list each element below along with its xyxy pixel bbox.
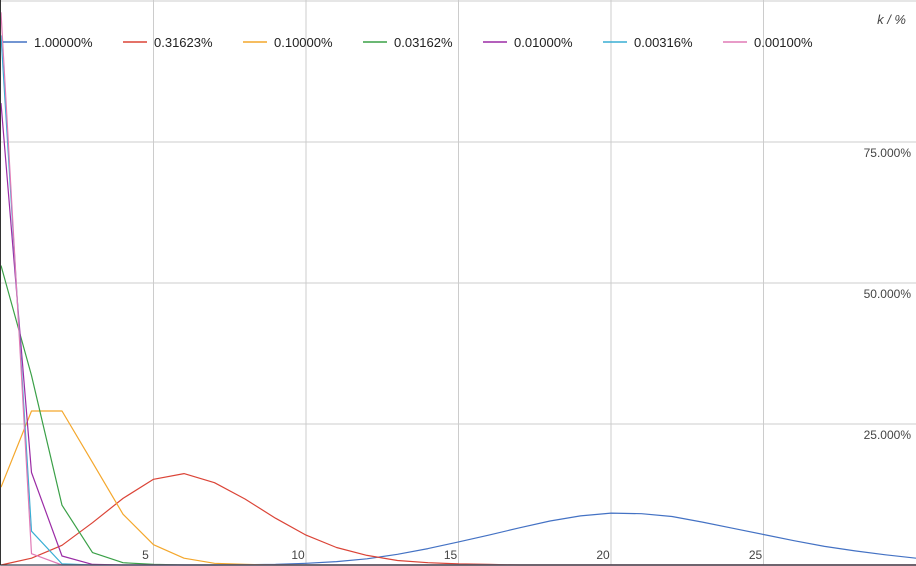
x-tick-label: 15 [444, 548, 458, 562]
x-tick-label: 20 [596, 548, 610, 562]
y-tick-label: 50.000% [864, 287, 912, 301]
y-tick-label: 25.000% [864, 428, 912, 442]
y-axis-label: k / % [877, 12, 906, 27]
legend-item: 1.00000% [3, 35, 93, 50]
x-tick-label: 10 [291, 548, 305, 562]
legend-item: 0.00316% [603, 35, 693, 50]
legend: 1.00000% 0.31623% 0.10000% 0.03162% 0.01000%… [3, 35, 813, 50]
legend-item: 0.03162% [363, 35, 453, 50]
y-tick-label: 75.000% [864, 146, 912, 160]
x-tick-label: 25 [749, 548, 763, 562]
legend-label: 0.00316% [634, 35, 693, 50]
legend-item: 0.31623% [123, 35, 213, 50]
legend-label: 0.01000% [514, 35, 573, 50]
legend-label: 0.03162% [394, 35, 453, 50]
legend-label: 1.00000% [34, 35, 93, 50]
x-tick-labels: 5 10 15 20 25 [142, 548, 762, 562]
legend-label: 0.10000% [274, 35, 333, 50]
legend-item: 0.01000% [483, 35, 573, 50]
legend-item: 0.00100% [723, 35, 813, 50]
x-tick-label: 5 [142, 548, 149, 562]
legend-item: 0.10000% [243, 35, 333, 50]
y-tick-labels: 25.000% 50.000% 75.000% [864, 146, 912, 442]
legend-label: 0.31623% [154, 35, 213, 50]
legend-label: 0.00100% [754, 35, 813, 50]
